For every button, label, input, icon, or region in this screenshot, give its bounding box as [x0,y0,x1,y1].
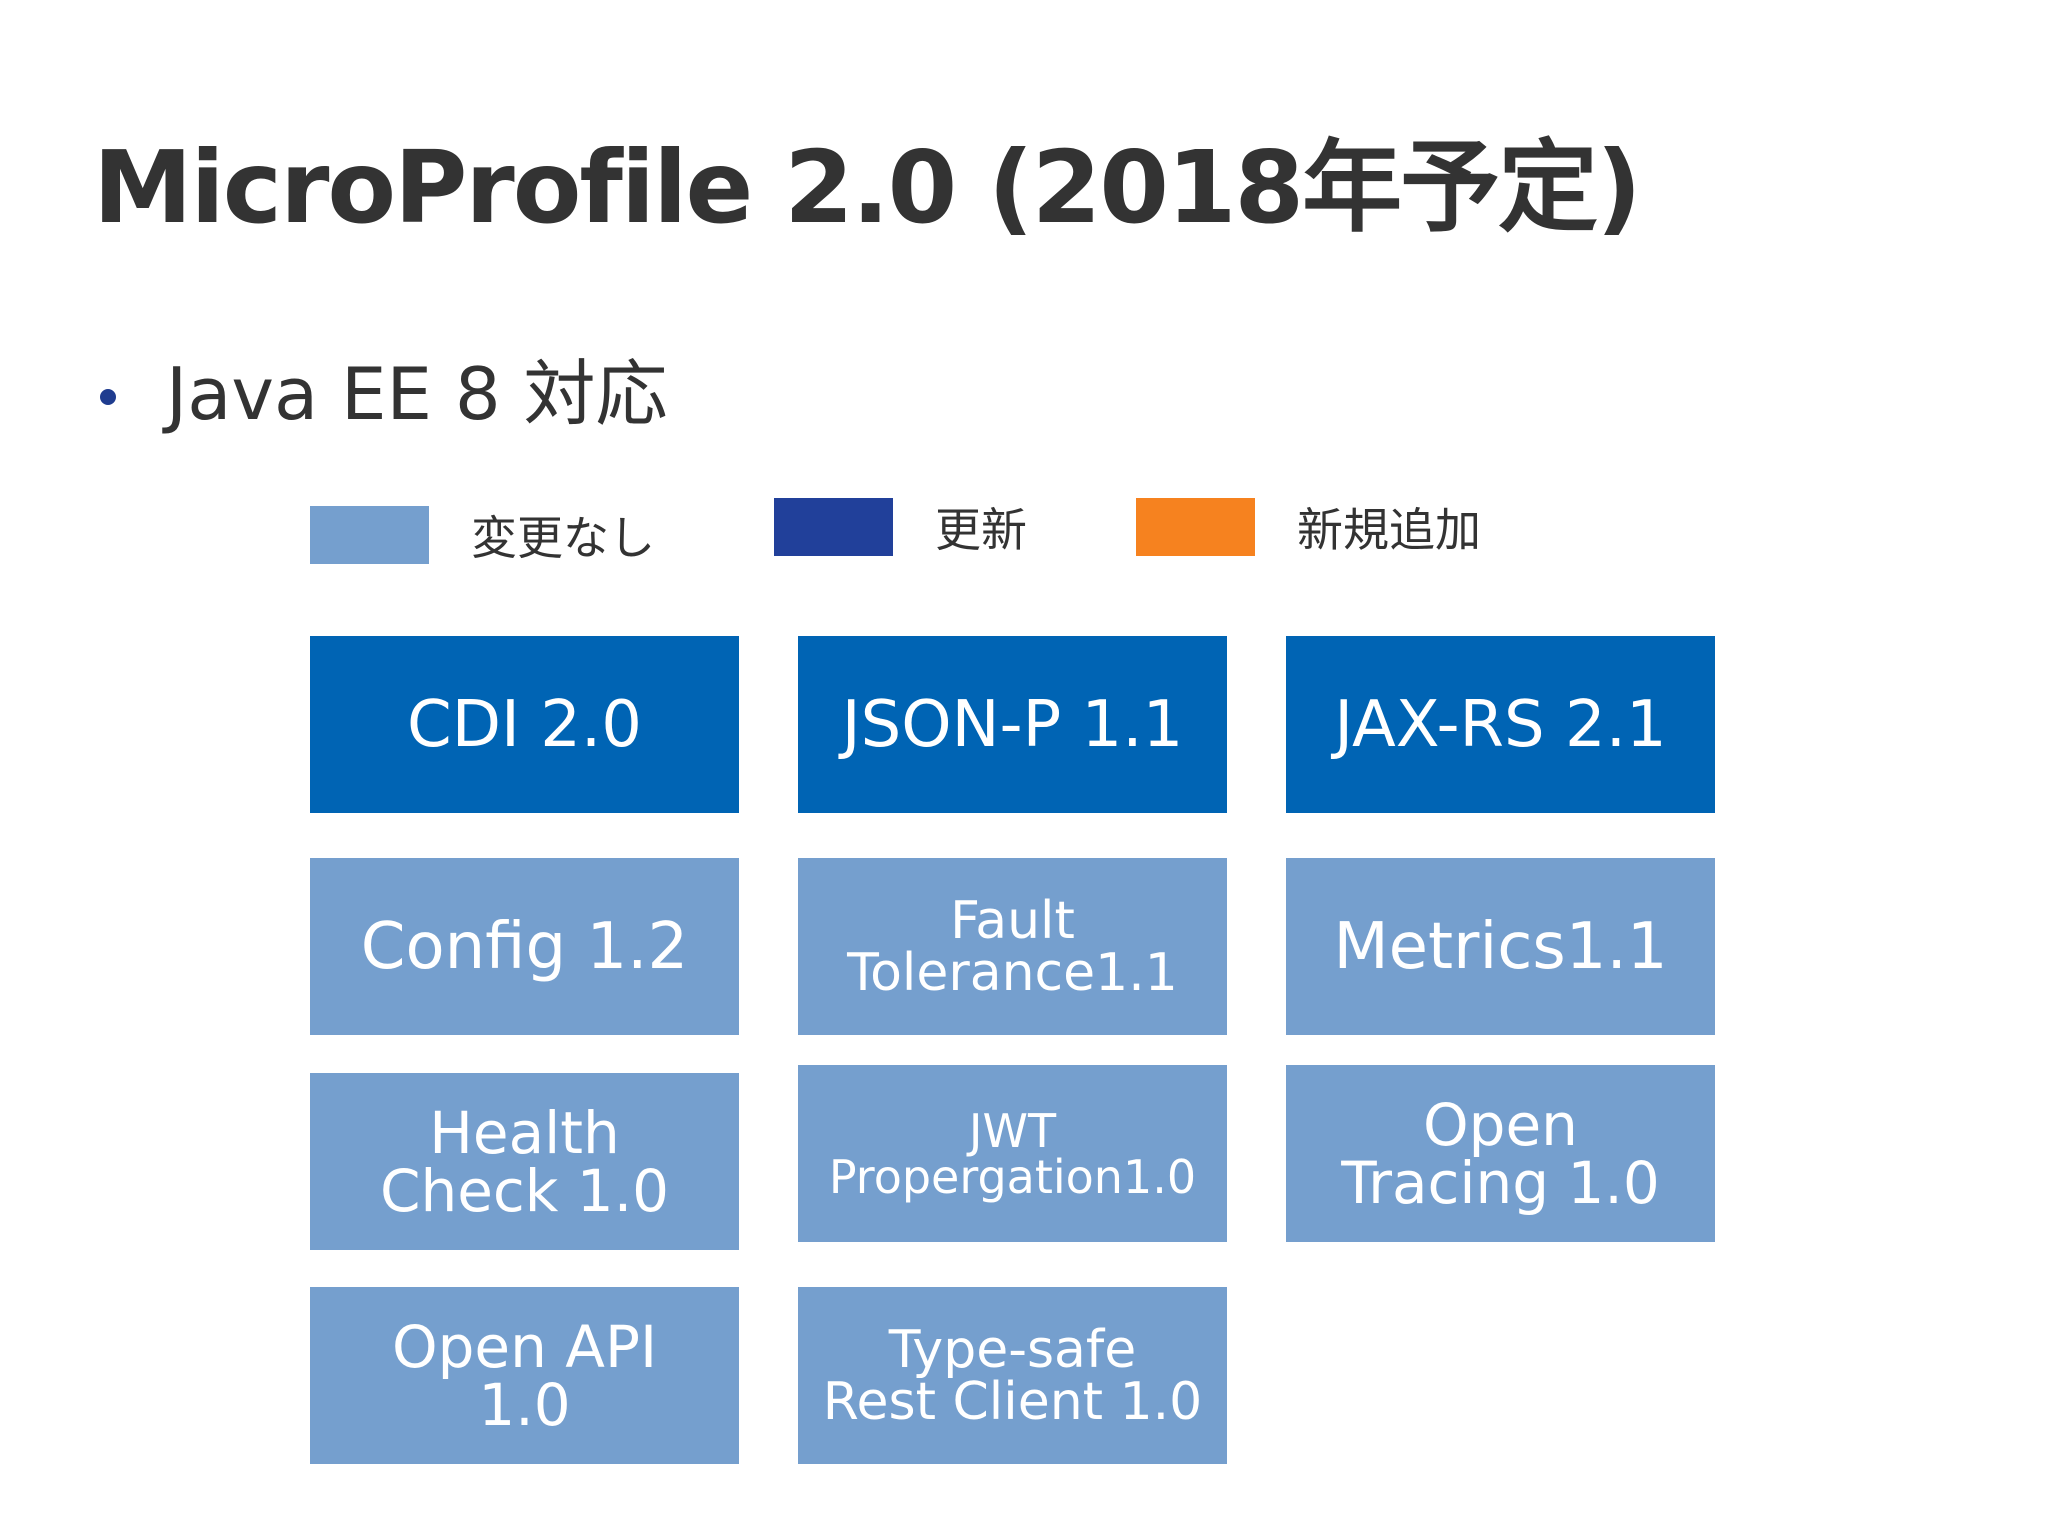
spec-box-health-check: Health Check 1.0 [310,1073,739,1250]
spec-box-open-tracing: Open Tracing 1.0 [1286,1065,1715,1242]
legend-swatch-new [1136,498,1255,556]
legend-item-updated: 更新 [774,494,1027,560]
bullet-item: Java EE 8 対応 [100,352,668,436]
legend-item-new: 新規追加 [1136,494,1481,560]
bullet-text: Java EE 8 対応 [166,352,668,436]
spec-box-fault-tolerance: Fault Tolerance1.1 [798,858,1227,1035]
legend-item-unchanged: 変更なし [310,502,655,568]
legend-label-unchanged: 変更なし [471,511,655,565]
spec-box-metrics: Metrics1.1 [1286,858,1715,1035]
legend-swatch-unchanged [310,506,429,564]
slide-title: MicroProfile 2.0 (2018年予定) [93,129,1642,246]
spec-box-jax-rs: JAX-RS 2.1 [1286,636,1715,813]
spec-box-jwt-propagation: JWT Propergation1.0 [798,1065,1227,1242]
legend-label-updated: 更新 [935,503,1027,557]
spec-box-rest-client: Type-safe Rest Client 1.0 [798,1287,1227,1464]
spec-box-cdi: CDI 2.0 [310,636,739,813]
legend-label-new: 新規追加 [1297,503,1481,557]
spec-box-json-p: JSON-P 1.1 [798,636,1227,813]
spec-box-open-api: Open API 1.0 [310,1287,739,1464]
legend-swatch-updated [774,498,893,556]
spec-box-config: Config 1.2 [310,858,739,1035]
bullet-dot-icon [100,388,116,405]
